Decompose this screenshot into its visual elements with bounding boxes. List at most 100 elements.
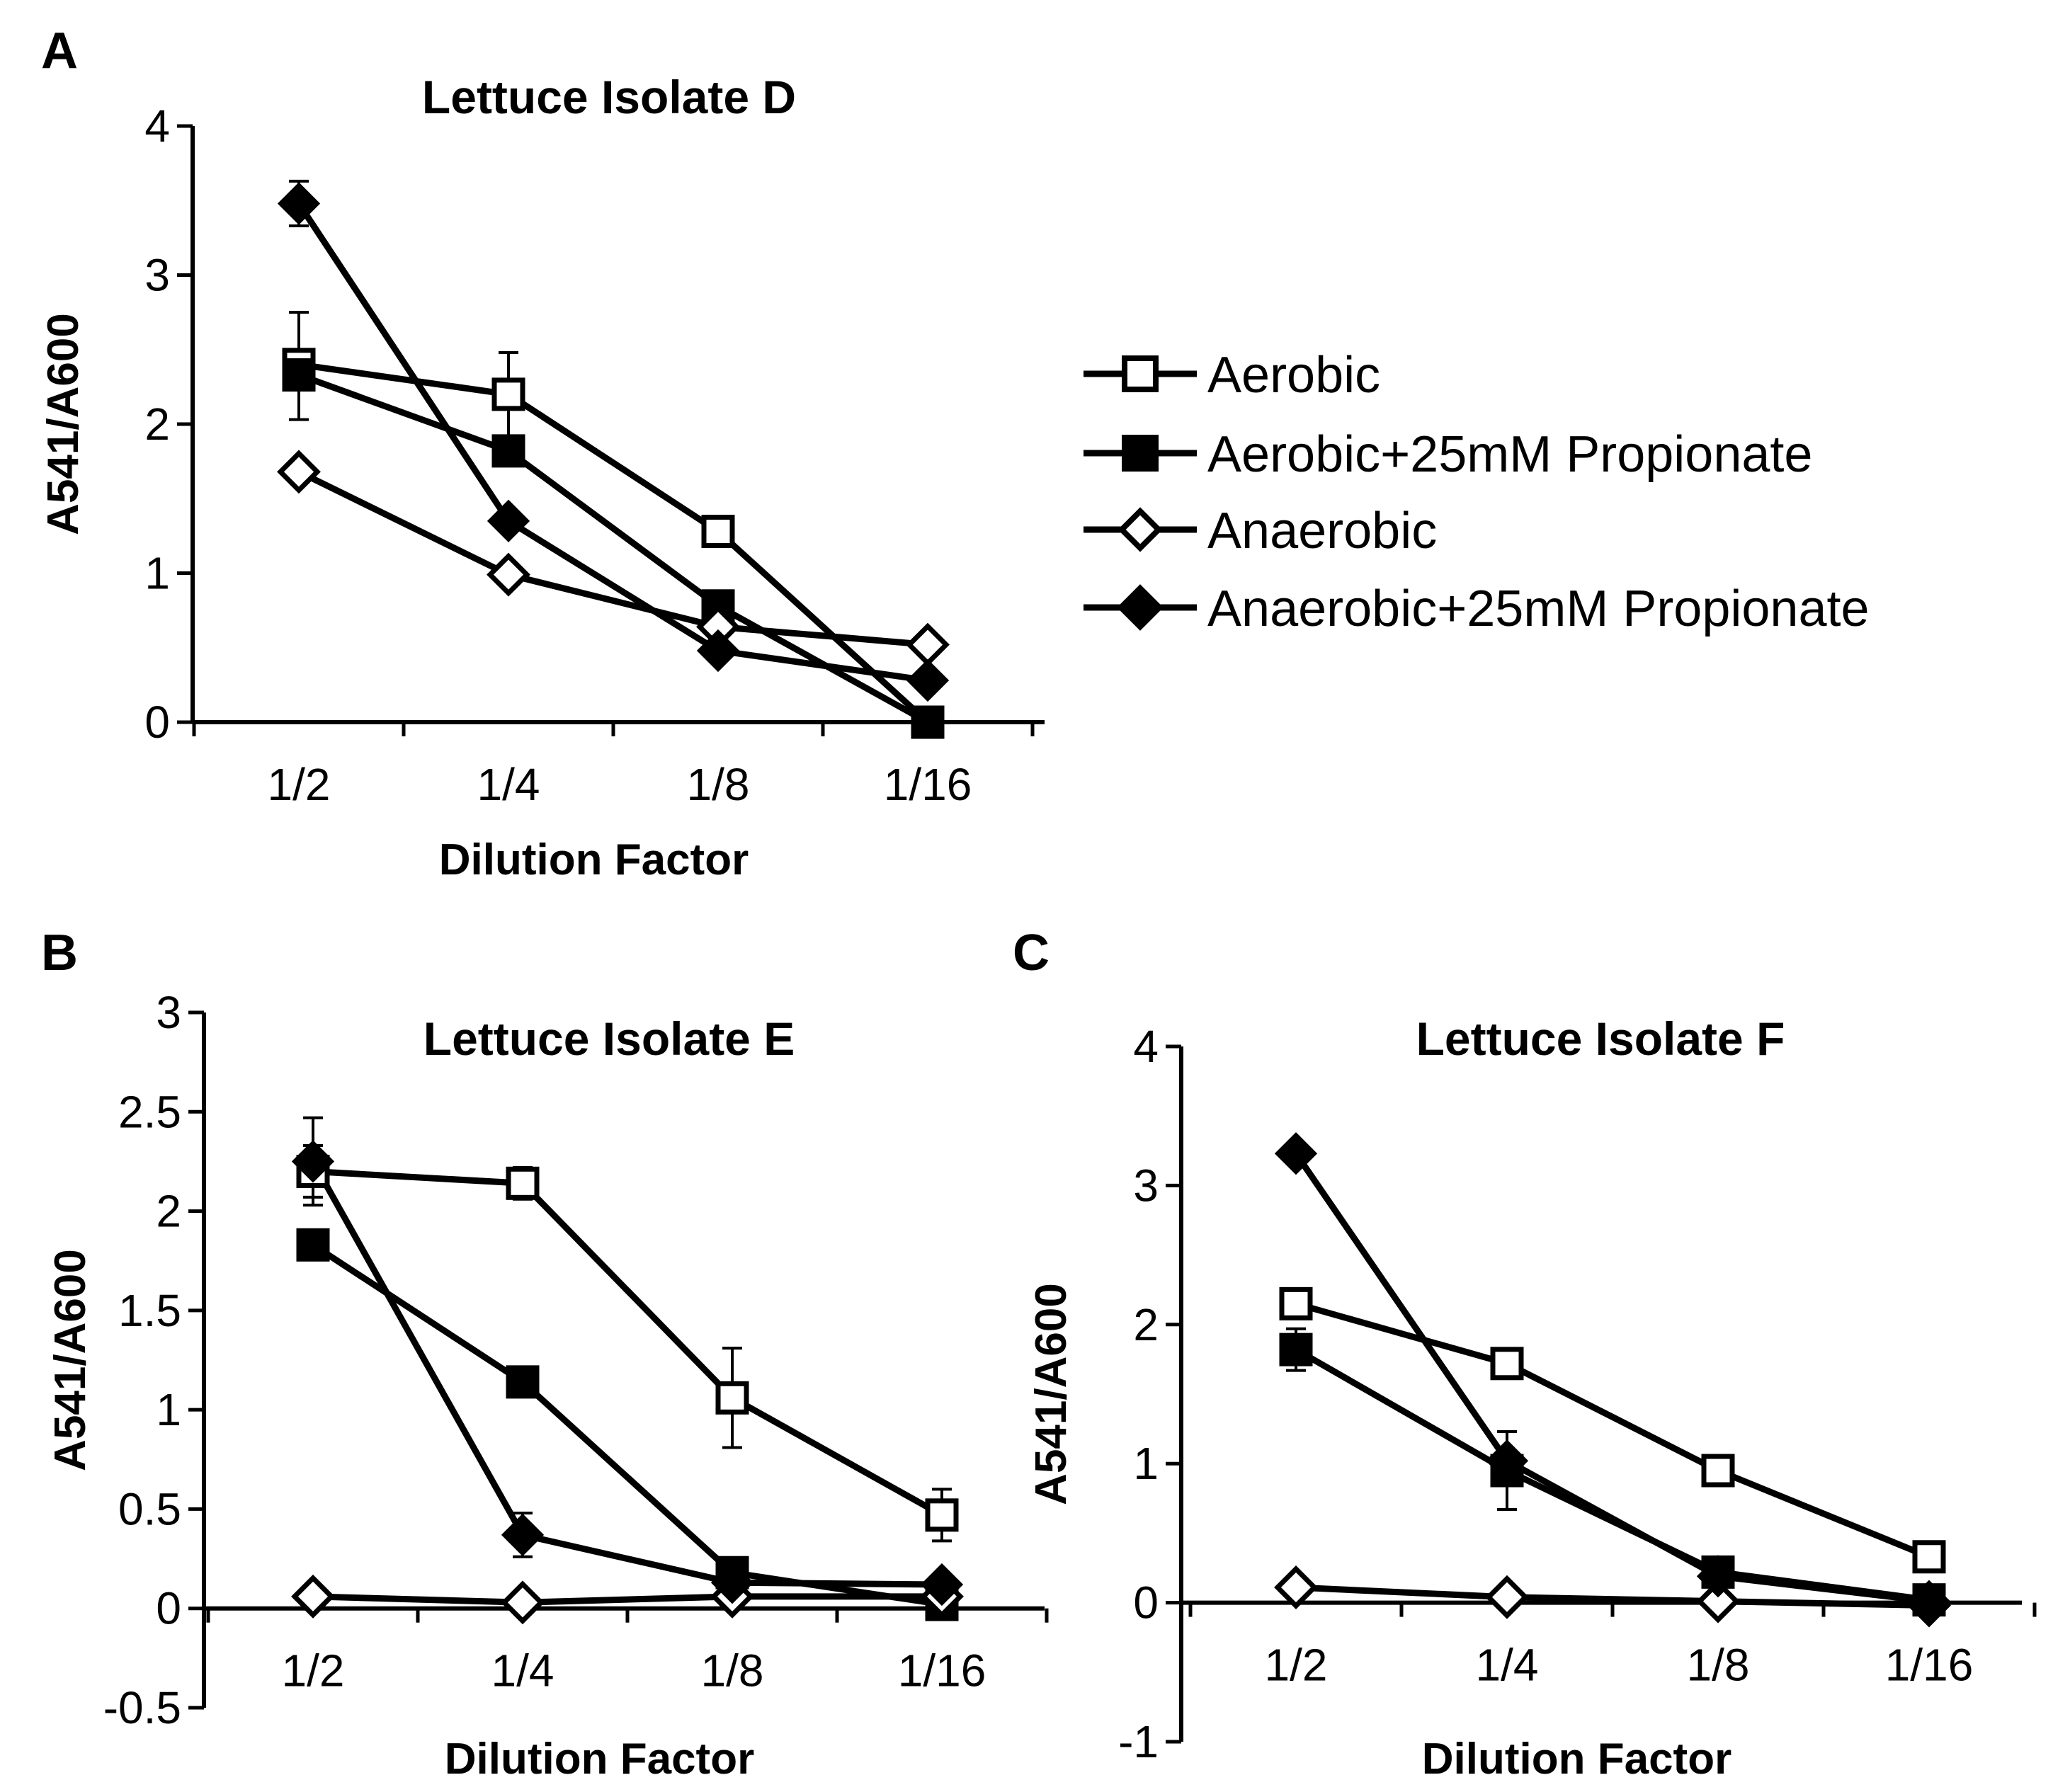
legend-item-aerobic: Aerobic xyxy=(1084,347,1380,404)
diamond-open-icon xyxy=(1118,507,1163,552)
y-tick-label: 1.5 xyxy=(118,1285,181,1336)
legend-item-aerobic-propionate: Aerobic+25mM Propionate xyxy=(1084,426,1812,483)
x-tick-label: 1/16 xyxy=(1885,1640,1974,1691)
diamond-filled-icon xyxy=(1117,584,1164,631)
series-line-diamond-open xyxy=(297,469,928,649)
data-point-square-open xyxy=(506,1166,540,1200)
x-axis-label: Dilution Factor xyxy=(445,1735,754,1784)
y-tick-label: -1 xyxy=(1118,1716,1159,1767)
y-tick-label: 0 xyxy=(1133,1577,1159,1628)
chart-panel-b: Lettuce Isolate E -0.5 0 0.5 1 1.5 2 2.5 3 1/2 1/4… xyxy=(46,987,1049,1784)
series-line-square-open xyxy=(298,361,931,725)
y-tick-label: 3 xyxy=(1133,1160,1159,1211)
y-tick-label: 4 xyxy=(1133,1021,1159,1072)
y-tick-label: 1 xyxy=(156,1384,181,1435)
series-line-square-open xyxy=(1295,1301,1930,1560)
series-line-diamond-open xyxy=(1295,1584,1930,1609)
data-point-diamond-open xyxy=(291,1574,335,1619)
panel-letter-a: A xyxy=(41,23,78,79)
chart-title: Lettuce Isolate D xyxy=(422,71,796,123)
data-point-diamond-open xyxy=(906,622,950,667)
x-tick-label: 1/2 xyxy=(282,1645,345,1696)
x-tick-label: 1/8 xyxy=(687,759,750,810)
y-tick-label: 3 xyxy=(156,987,181,1038)
y-tick-label: 3 xyxy=(144,250,170,301)
data-point-diamond-open xyxy=(487,552,530,597)
legend-item-anaerobic-propionate: Anaerobic+25mM Propionate xyxy=(1084,581,1870,637)
data-point-diamond-filled xyxy=(1485,1439,1529,1483)
data-point-square-open xyxy=(715,1381,749,1415)
x-tick-label: 1/2 xyxy=(1265,1640,1328,1691)
chart-panel-a: Lettuce Isolate D 0 1 2 3 4 1/2 1/4 1/8 1/16 Dilut… xyxy=(39,71,1045,884)
data-point-diamond-filled xyxy=(1907,1580,1951,1623)
y-axis-label: A541/A600 xyxy=(46,1249,95,1471)
data-point-square-open xyxy=(1279,1286,1313,1320)
y-tick-label: 2.5 xyxy=(118,1086,181,1137)
data-point-square-open xyxy=(1912,1540,1946,1574)
x-tick-label: 1/4 xyxy=(491,1645,555,1696)
series-line-diamond-filled xyxy=(310,1160,943,1588)
data-point-square-filled xyxy=(506,1365,540,1399)
series-line-square-open xyxy=(312,1168,944,1518)
x-tick-label: 1/16 xyxy=(884,759,972,810)
series-line-square-filled xyxy=(1294,1347,1930,1604)
x-tick-label: 1/2 xyxy=(268,759,331,810)
data-point-square-open xyxy=(925,1498,959,1532)
legend-item-anaerobic: Anaerobic xyxy=(1084,503,1437,559)
data-point-diamond-filled xyxy=(277,182,321,225)
data-point-diamond-open xyxy=(277,450,321,494)
data-point-diamond-open xyxy=(501,1580,545,1625)
data-point-square-open xyxy=(1490,1347,1524,1381)
data-point-square-filled xyxy=(911,705,945,739)
y-tick-label: 4 xyxy=(144,101,170,152)
data-point-diamond-filled xyxy=(696,629,740,673)
y-axis-label: A541/A600 xyxy=(1027,1283,1076,1505)
series-line-diamond-open xyxy=(312,1593,942,1606)
data-point-square-filled xyxy=(1279,1332,1313,1366)
data-point-square-filled xyxy=(296,1228,330,1262)
y-tick-label: 1 xyxy=(1133,1438,1159,1489)
panel-letter-b: B xyxy=(41,925,78,981)
data-point-square-filled xyxy=(282,358,316,392)
x-tick-label: 1/16 xyxy=(898,1645,986,1696)
series-line-diamond-filled xyxy=(1293,1151,1930,1605)
data-point-square-open xyxy=(701,515,735,549)
data-point-diamond-filled xyxy=(906,658,950,702)
x-tick-label: 1/8 xyxy=(1687,1640,1750,1691)
data-point-diamond-open xyxy=(1485,1575,1529,1619)
data-point-diamond-open xyxy=(1696,1579,1740,1623)
x-tick-label: 1/4 xyxy=(1476,1640,1539,1691)
square-filled-icon xyxy=(1122,435,1159,472)
series-line-diamond-filled xyxy=(296,201,928,684)
data-point-diamond-filled xyxy=(1696,1555,1740,1598)
legend-label-anaerobic-propionate: Anaerobic+25mM Propionate xyxy=(1207,581,1870,637)
data-point-square-filled xyxy=(491,434,525,468)
legend: Aerobic Aerobic+25mM Propionate Anaerobi… xyxy=(1084,347,1870,637)
data-point-diamond-filled xyxy=(291,1140,335,1183)
panel-letter-c: C xyxy=(1013,925,1050,981)
legend-label-anaerobic: Anaerobic xyxy=(1207,503,1437,559)
data-point-diamond-filled xyxy=(501,1513,545,1557)
y-tick-label: 1 xyxy=(144,548,170,599)
data-point-square-open xyxy=(1701,1454,1735,1488)
chart-title: Lettuce Isolate F xyxy=(1416,1012,1785,1065)
data-point-square-open xyxy=(491,377,525,411)
chart-panel-c: Lettuce Isolate F -1 0 1 2 3 4 1/2 1/4 1/8 1/16 Dil… xyxy=(1027,1012,2037,1784)
y-tick-label: 2 xyxy=(1133,1299,1159,1350)
y-tick-label: 2 xyxy=(144,399,170,450)
y-axis-label: A541/A600 xyxy=(39,313,88,535)
legend-label-aerobic: Aerobic xyxy=(1207,347,1380,404)
y-tick-label: 0 xyxy=(156,1583,181,1634)
data-point-diamond-filled xyxy=(710,1561,754,1604)
data-point-diamond-open xyxy=(1274,1565,1318,1609)
chart-title: Lettuce Isolate E xyxy=(423,1012,795,1065)
y-tick-label: 0.5 xyxy=(118,1483,181,1534)
data-point-diamond-filled xyxy=(1274,1132,1318,1175)
data-point-diamond-filled xyxy=(920,1563,964,1606)
y-tick-label: -0.5 xyxy=(103,1682,181,1733)
x-tick-label: 1/4 xyxy=(477,759,540,810)
y-tick-label: 2 xyxy=(156,1186,181,1237)
data-point-diamond-filled xyxy=(487,499,530,542)
x-axis-label: Dilution Factor xyxy=(439,835,749,884)
series-line-square-filled xyxy=(311,1242,943,1608)
